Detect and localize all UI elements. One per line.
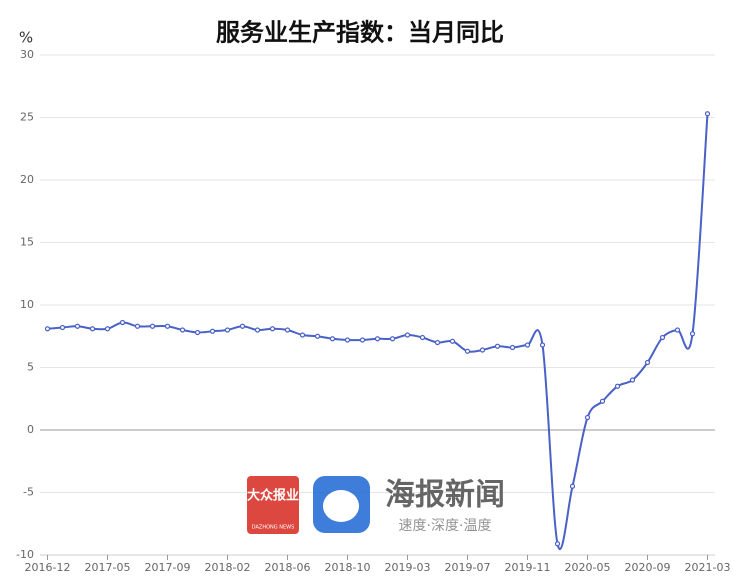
x-tick-label: 2017-09	[145, 561, 191, 574]
point	[329, 336, 336, 342]
line	[47, 113, 709, 551]
point	[89, 326, 96, 332]
y-tick-label: 25	[20, 111, 34, 124]
point	[689, 331, 696, 337]
y-tick-label: -5	[23, 486, 34, 499]
point	[629, 377, 636, 383]
point	[704, 111, 711, 117]
point	[164, 323, 171, 329]
point	[584, 414, 591, 421]
x-tick-label: 2016-12	[25, 561, 71, 574]
logo1: 大众报业	[247, 488, 299, 504]
point	[359, 337, 366, 343]
y-tick-label: 0	[27, 423, 34, 436]
logo2-icon	[323, 490, 359, 522]
x-tick-label: 2018-10	[325, 561, 371, 574]
point	[119, 319, 126, 326]
point	[449, 338, 456, 344]
point	[464, 348, 471, 354]
point	[239, 323, 246, 329]
point	[569, 483, 576, 489]
x-tick-label: 2021-03	[685, 561, 731, 574]
y-tick-label: 30	[20, 48, 34, 61]
logo2: 海报新闻	[385, 478, 505, 513]
point	[209, 328, 216, 334]
x-tick-label: 2018-06	[265, 561, 311, 574]
watermark: 大众报业 DAZHONG NEWS 海报新闻 速度·深度·温度	[247, 476, 505, 534]
logo1-sub: DAZHONG NEWS	[252, 525, 295, 531]
point	[344, 337, 351, 343]
point	[269, 326, 276, 332]
point	[74, 323, 81, 329]
point	[179, 327, 186, 333]
point	[374, 336, 381, 342]
y-tick-label: 20	[20, 173, 34, 186]
point	[224, 327, 231, 333]
point	[524, 342, 531, 348]
point	[644, 359, 651, 366]
x-tick-label: 2019-07	[445, 561, 491, 574]
x-tick-label: 2020-09	[625, 561, 671, 574]
point	[104, 326, 111, 332]
point	[314, 333, 321, 339]
point	[479, 347, 486, 353]
y-tick-label: 10	[20, 298, 34, 311]
point	[434, 339, 441, 346]
point	[284, 327, 291, 333]
x-tick-label: 2019-03	[385, 561, 431, 574]
y-tick-label: 15	[20, 236, 34, 249]
point	[674, 327, 681, 333]
x-tick-label: 2018-02	[205, 561, 251, 574]
point	[599, 398, 606, 404]
point	[614, 383, 621, 389]
point	[419, 334, 426, 341]
point	[404, 332, 411, 338]
x-tick-label: 2017-05	[85, 561, 131, 574]
y-tick-label: -10	[16, 548, 34, 561]
point	[299, 332, 306, 338]
point	[659, 334, 666, 341]
y-unit: %	[19, 29, 33, 47]
logo2-sub: 速度·深度·温度	[399, 518, 492, 534]
point	[389, 336, 396, 342]
point	[134, 323, 141, 329]
x-tick-label: 2020-05	[565, 561, 611, 574]
chart-title: 服务业生产指数：当月同比	[216, 18, 504, 47]
y-tick-label: 5	[27, 361, 34, 374]
logo1-box	[247, 476, 299, 534]
point	[554, 541, 561, 547]
point	[149, 323, 156, 329]
point	[254, 327, 261, 333]
point	[539, 342, 546, 348]
point	[44, 326, 51, 332]
point	[194, 329, 201, 336]
point	[59, 324, 66, 331]
point	[494, 343, 501, 349]
point	[509, 344, 516, 351]
x-tick-label: 2019-11	[505, 561, 551, 574]
